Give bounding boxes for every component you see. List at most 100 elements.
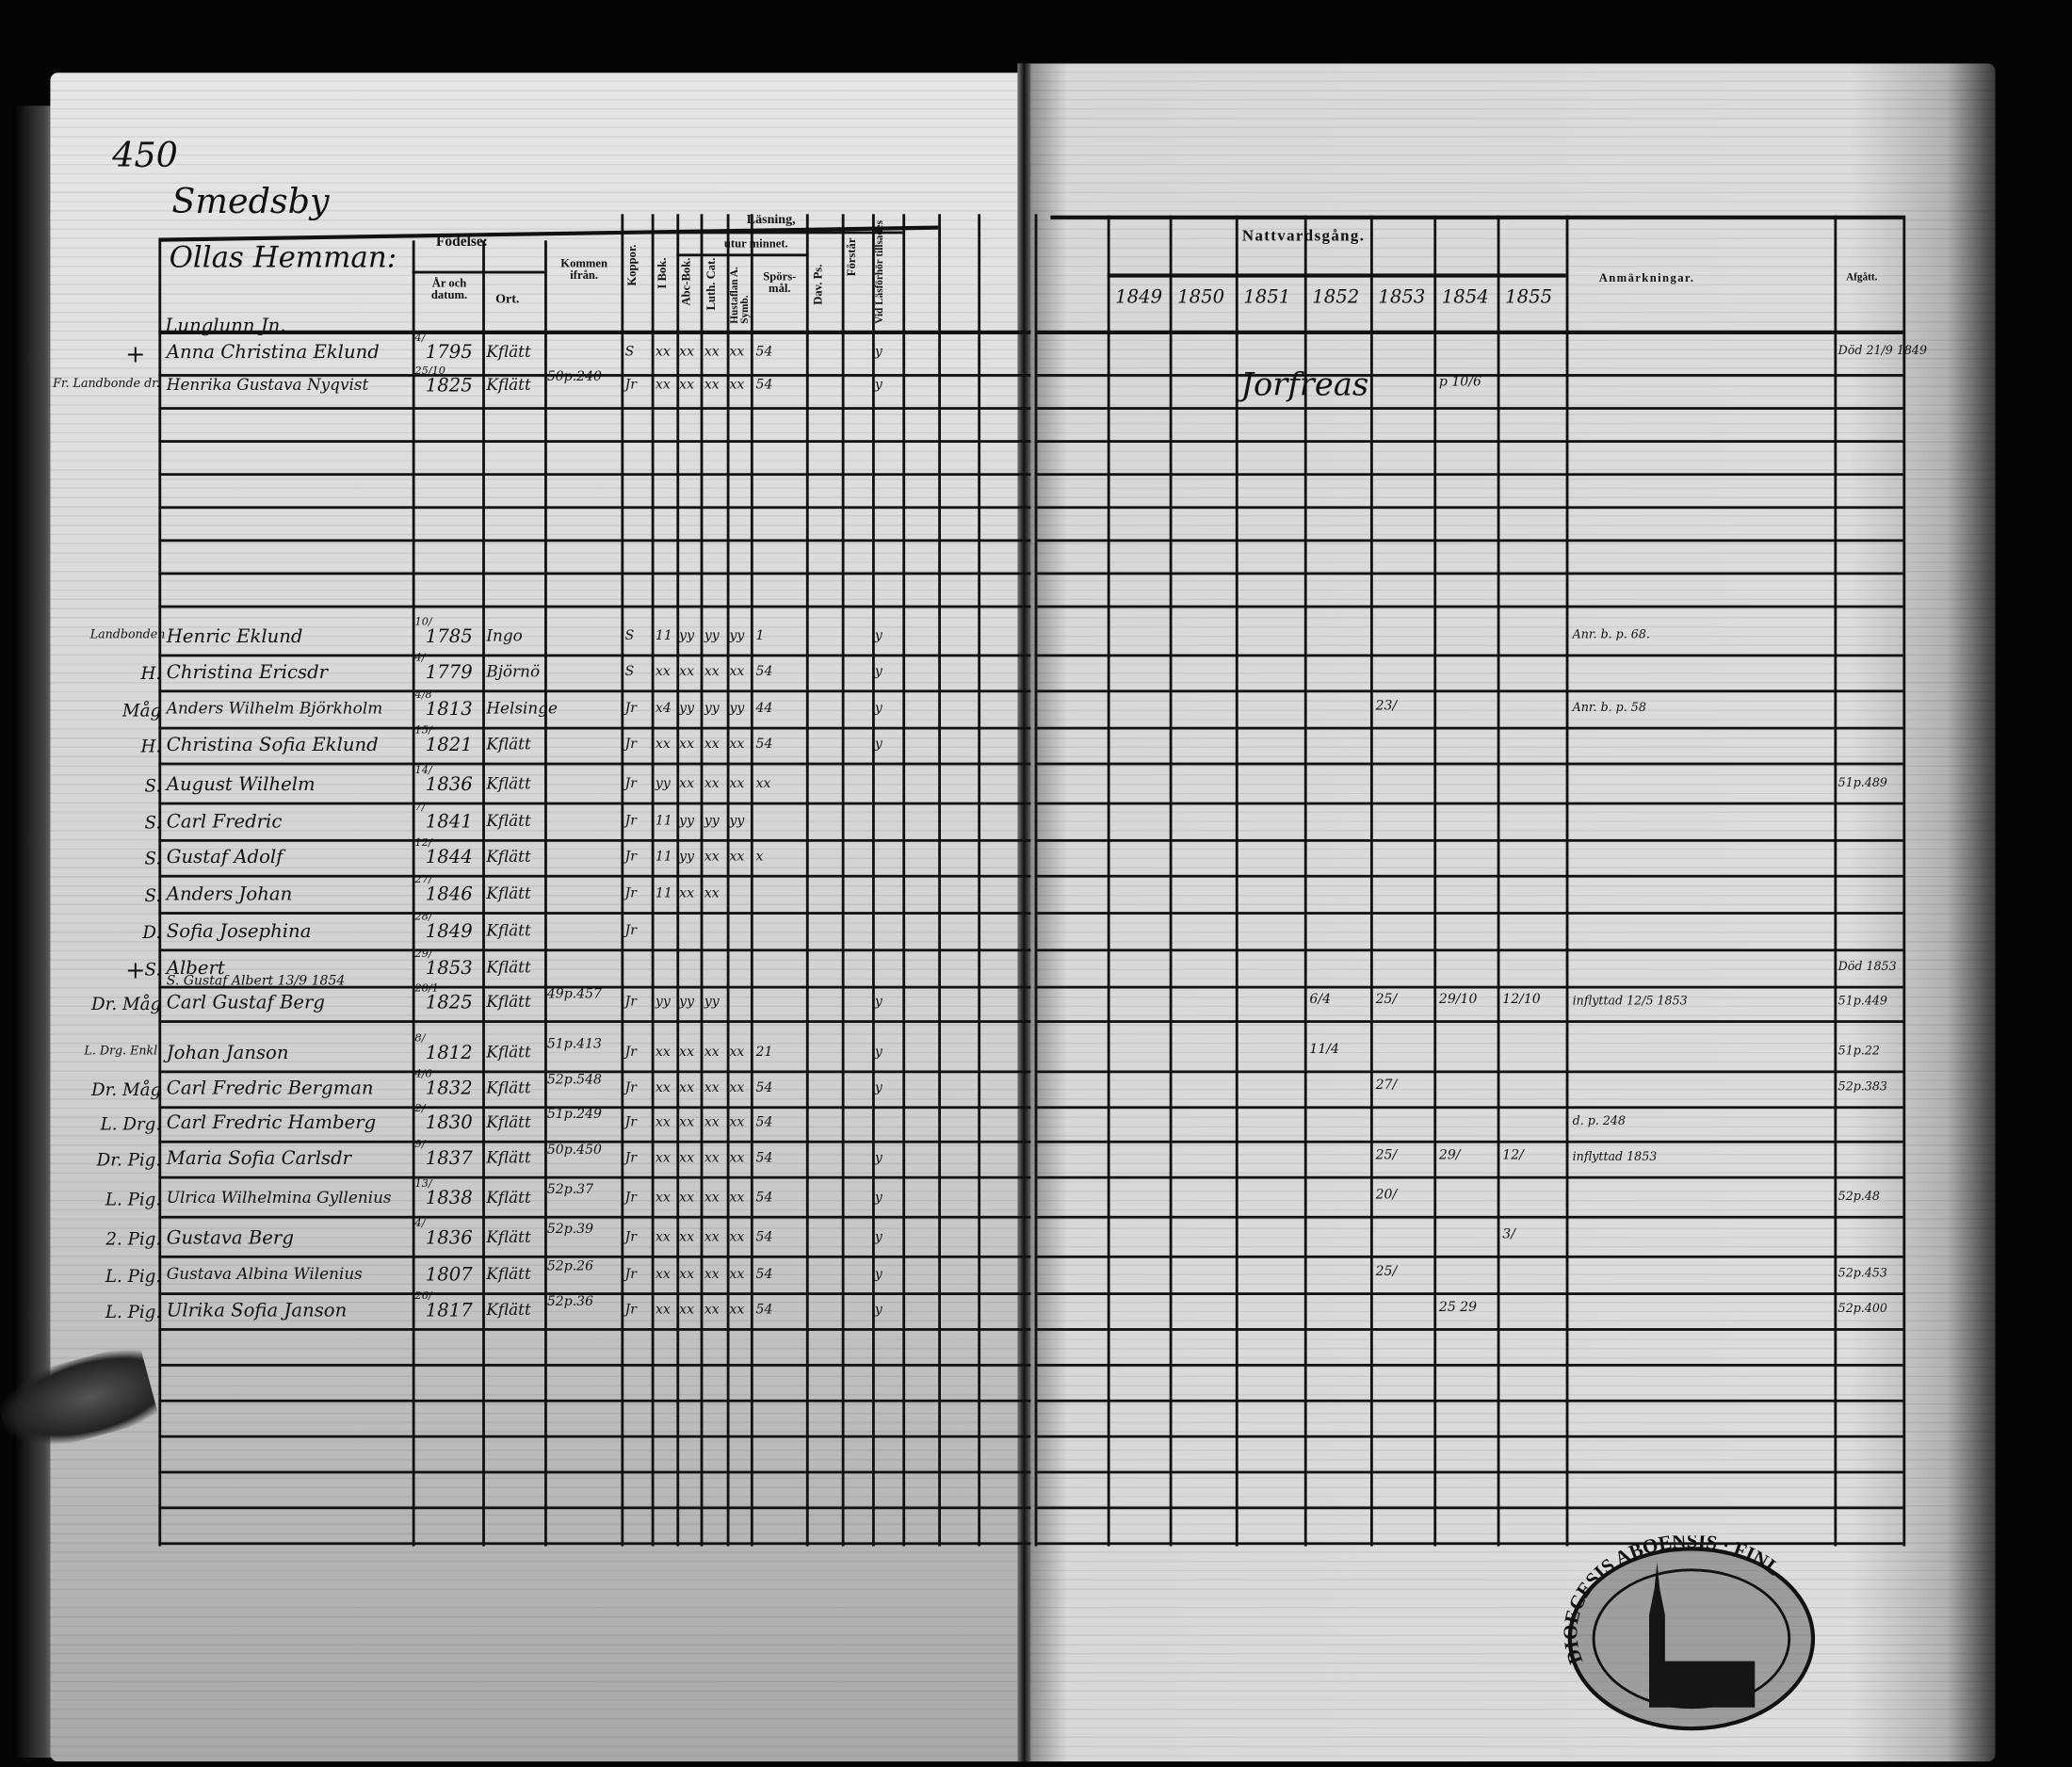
moved-from: 52p.39 [546,1222,594,1238]
person-name: August Wilhelm [166,774,316,796]
reading-mark: 54 [755,664,773,680]
reading-mark: xx [729,1230,745,1245]
header-utur-minnet: utur minnet. [723,236,788,251]
row-rule [1037,1470,1903,1474]
reading-mark: xx [655,1045,671,1061]
birth-day: 29/ [414,947,432,960]
header-kommen: Kommen ifrån. [560,256,608,282]
year-header-1852: 1852 [1312,286,1360,308]
departed-note: 52p.48 [1837,1191,1880,1205]
header-anmarkningar: Anmärkningar. [1598,270,1695,284]
reading-mark: S [624,628,635,644]
household-role: S. [144,814,162,835]
birth-place: Kflätt [486,811,531,831]
column-rule [726,214,730,1547]
column-rule [700,214,704,1547]
communion-mark: 29/10 [1438,992,1478,1008]
reading-mark: S [624,345,635,360]
reading-mark: xx [655,737,671,753]
reading-mark: Jr [624,737,637,753]
birth-day: 4/ [414,1217,426,1229]
reading-mark: 54 [755,1080,773,1096]
reading-mark: xx [729,1080,745,1096]
birth-day: 26/ [414,1289,432,1303]
birth-day: 28/1 [414,981,439,995]
birth-place: Kflätt [486,735,531,754]
reading-mark: y [874,995,882,1010]
birth-day: 13/ [414,1177,432,1190]
reading-mark: xx [704,1151,720,1166]
column-rule [1834,215,1837,1547]
header-abc-bok: Abc-Bok. [679,257,693,306]
departed-note: 51p.489 [1837,776,1887,791]
birth-year: 1849 [425,920,473,943]
household-role: Landbonden [89,628,166,642]
birth-place: Kflätt [486,342,531,362]
row-rule [1037,1292,1903,1295]
column-rule [805,214,809,1547]
row-rule [158,473,1031,477]
departed-note: 51p.22 [1837,1045,1880,1059]
row-rule [1037,1542,1903,1546]
household-role: 2. Pig. [105,1230,162,1251]
reading-mark: xx [679,378,695,393]
row-rule [158,802,1031,805]
birth-day: 2/ [414,1102,426,1114]
reading-mark: 11 [655,814,672,829]
reading-mark: xx [679,1303,695,1318]
year-header-1851: 1851 [1243,286,1291,308]
reading-mark: xx [729,1045,745,1061]
column-rule [1303,215,1307,1547]
header-lasning: Läsning, [746,212,796,228]
communion-mark: 12/10 [1502,992,1541,1008]
household-role: S. [144,961,162,981]
row-rule [1037,1106,1903,1110]
column-rule [1369,215,1373,1547]
row-rule [1037,473,1903,477]
person-name: Albert [166,958,225,980]
departed-note: 51p.449 [1837,995,1887,1009]
birth-place: Kflätt [486,1148,531,1167]
reading-mark: 11 [655,850,672,865]
row-rule [1037,1363,1903,1367]
reading-mark: xx [729,1267,745,1282]
column-rule [621,214,624,1547]
reading-mark: xx [655,1151,671,1166]
year-header-1855: 1855 [1505,286,1553,308]
birth-year: 1807 [425,1264,473,1287]
person-name: Ulrika Sofia Janson [166,1300,348,1322]
person-name: Ulrica Wilhelmina Gyllenius [166,1188,392,1207]
reading-mark: y [874,737,882,753]
row-rule [1037,948,1903,952]
reading-mark: 54 [755,1151,773,1166]
reading-mark: Jr [624,1115,637,1130]
reading-mark: xx [655,664,671,680]
birth-place: Kflätt [486,375,531,395]
reading-mark: xx [655,1080,671,1096]
household-role: H. [140,664,162,685]
person-name: Christina Ericsdr [166,661,329,684]
reading-mark: yy [679,995,695,1010]
row-rule [158,605,1031,608]
communion-mark: 25/ [1375,1264,1398,1280]
communion-mark: 25/ [1375,1148,1398,1163]
reading-mark: xx [729,664,745,680]
column-rule [938,214,941,1547]
reading-mark: Jr [624,702,637,717]
reading-mark: xx [679,1191,695,1206]
birth-year: 1837 [425,1148,473,1170]
column-rule [841,214,845,1547]
reading-mark: xx [704,1080,720,1096]
birth-place: Kflätt [486,847,531,867]
reading-mark: y [874,1045,882,1061]
row-rule [1037,605,1903,608]
birth-day: 4/6 [414,1067,432,1080]
reading-mark: yy [729,628,745,644]
reading-mark: x [755,850,764,865]
row-rule [158,374,1031,377]
row-rule [1037,802,1903,805]
reading-mark: xx [729,1303,745,1318]
communion-mark: 11/4 [1309,1043,1339,1058]
row-rule [1037,654,1903,657]
birth-year: 1821 [425,735,473,756]
